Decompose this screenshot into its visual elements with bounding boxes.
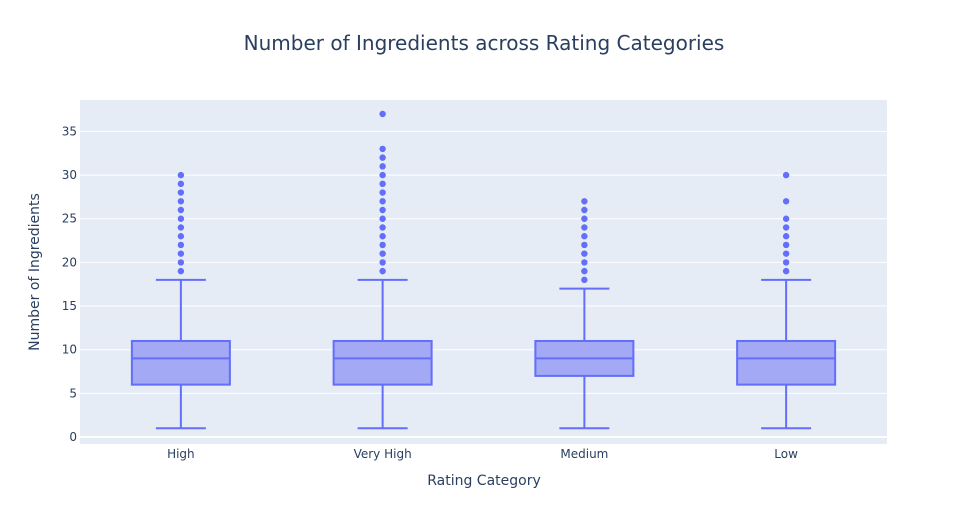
outlier-point [177, 224, 185, 231]
plot-area [80, 100, 887, 444]
outlier-point [782, 259, 790, 266]
outlier-point [177, 259, 185, 266]
outlier-point [379, 241, 386, 249]
outlier-point [782, 198, 790, 205]
outlier-point [581, 276, 588, 284]
y-tick-label-10: 10 [62, 343, 77, 357]
outlier-point [379, 110, 386, 118]
outlier-point [177, 233, 185, 240]
outlier-point [177, 267, 185, 275]
outlier-point [782, 224, 790, 231]
outlier-point [177, 198, 185, 205]
outlier-point [581, 241, 588, 249]
outlier-point [177, 241, 185, 249]
outlier-point [782, 171, 790, 179]
outlier-point [177, 206, 185, 214]
y-tick-label-5: 5 [69, 386, 77, 400]
outlier-point [379, 145, 386, 153]
outlier-point [177, 250, 185, 257]
outlier-point [379, 206, 386, 214]
iqr-box [736, 339, 837, 386]
outlier-point [581, 259, 588, 266]
outlier-point [379, 198, 386, 205]
outlier-point [177, 180, 185, 188]
x-tick-label-medium: Medium [560, 447, 608, 461]
x-tick-label-high: High [167, 447, 195, 461]
y-tick-label-15: 15 [62, 299, 77, 313]
box-medium [534, 198, 635, 430]
x-axis-ticks: High Very High Medium Low [167, 447, 798, 461]
y-tick-label-30: 30 [62, 168, 77, 182]
outlier-point [177, 215, 185, 222]
outlier-point [581, 215, 588, 222]
y-tick-label-0: 0 [69, 430, 77, 444]
chart-title: Number of Ingredients across Rating Cate… [244, 31, 725, 55]
outlier-point [379, 267, 386, 275]
outlier-point [379, 171, 386, 179]
outlier-point [379, 233, 386, 240]
iqr-box [130, 339, 231, 386]
outlier-point [581, 206, 588, 214]
y-axis-ticks: 0 5 10 15 20 25 30 35 [62, 124, 77, 444]
box-very-high [332, 110, 433, 430]
outlier-point [782, 250, 790, 257]
box-low [736, 171, 837, 430]
outlier-point [379, 250, 386, 257]
outlier-point [581, 267, 588, 275]
outlier-point [581, 233, 588, 240]
outlier-point [379, 163, 386, 170]
outlier-point [379, 215, 386, 222]
x-tick-label-very-high: Very High [354, 447, 412, 461]
outlier-point [177, 189, 185, 196]
y-tick-label-20: 20 [62, 255, 77, 269]
outlier-point [177, 171, 185, 179]
outlier-point [379, 224, 386, 231]
outlier-point [782, 241, 790, 249]
y-axis-title: Number of Ingredients [27, 193, 43, 351]
outlier-point [379, 154, 386, 161]
outlier-point [782, 267, 790, 275]
x-tick-label-low: Low [774, 447, 798, 461]
outlier-point [581, 250, 588, 257]
outlier-point [782, 215, 790, 222]
y-tick-label-25: 25 [62, 212, 77, 226]
outlier-point [581, 224, 588, 231]
outlier-point [379, 259, 386, 266]
box-high [130, 171, 231, 430]
outlier-point [581, 198, 588, 205]
y-tick-label-35: 35 [62, 124, 77, 138]
iqr-box [332, 339, 433, 386]
x-axis-title: Rating Category [427, 473, 541, 489]
boxes-layer [130, 110, 837, 430]
outlier-point [379, 189, 386, 196]
outlier-point [379, 180, 386, 188]
outlier-point [782, 233, 790, 240]
